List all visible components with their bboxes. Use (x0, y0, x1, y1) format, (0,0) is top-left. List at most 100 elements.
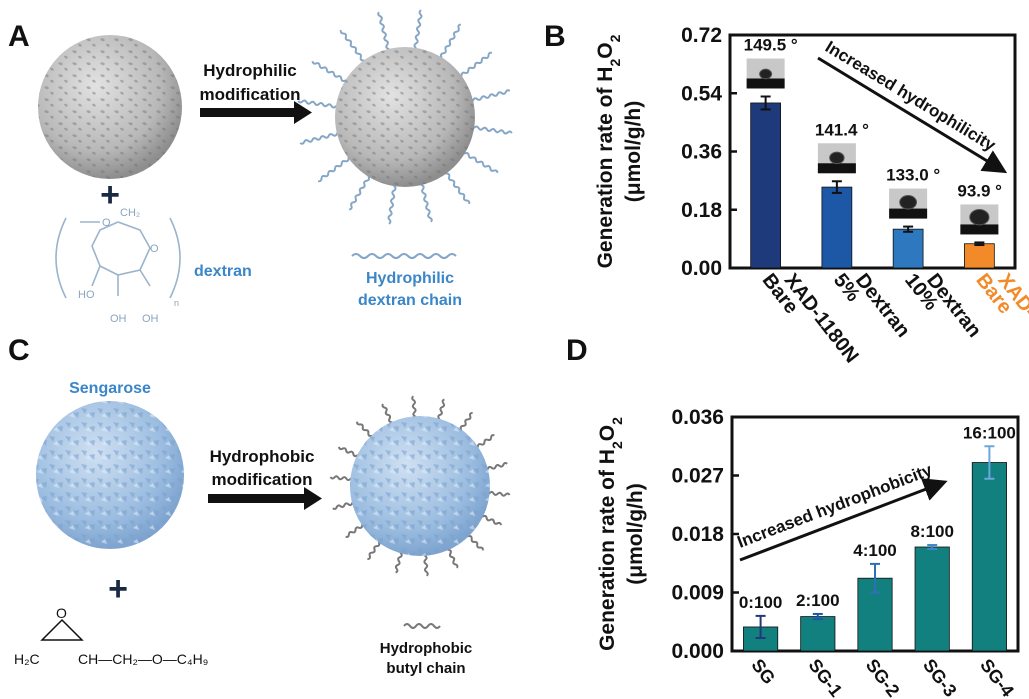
bar (821, 186, 853, 269)
butyl-chain (465, 533, 484, 551)
struct-n-label: n (174, 298, 179, 308)
bare-bead-gray (38, 35, 182, 179)
chain-c-line1: Hydrophobic (380, 640, 473, 657)
plus-icon-c: + (108, 570, 128, 608)
sengarose-label: Sengarose (69, 380, 151, 397)
dextran-chain (457, 51, 493, 79)
trend-arrow (739, 478, 948, 562)
bar (800, 616, 836, 652)
panel-label-c: C (8, 334, 30, 367)
water-droplet (969, 209, 990, 226)
arrow-c-line1: Hydrophobic (210, 447, 315, 466)
dextran-chain (460, 150, 499, 174)
contact-angle-label: 141.4 ° (815, 120, 869, 139)
x-category-label: SG (747, 655, 779, 688)
water-droplet (899, 195, 918, 210)
plus-icon: + (100, 176, 120, 214)
dextran-chain (469, 125, 513, 135)
panel-a: A + O CH₂ O HO OH OH n dextran Hydrophil… (8, 9, 513, 325)
formula-h2c: H₂C (14, 651, 40, 667)
butyl-chain (337, 446, 362, 458)
y-axis-label-part: 2 (607, 59, 623, 67)
contact-angle-label: 133.0 ° (886, 166, 940, 185)
y-axis-label-part: 2 (609, 417, 625, 425)
struct-oh1-label: OH (110, 313, 127, 325)
butyl-chain (437, 398, 446, 424)
chain-a-line1: Hydrophilic (366, 270, 454, 287)
y-tick-label: 0.00 (681, 257, 722, 280)
dextran-chain (438, 23, 462, 62)
dextran-chain (443, 169, 471, 205)
x-category-label: SG-2 (862, 655, 904, 699)
struct-o2-label: O (150, 243, 159, 255)
y-axis-label-part: O (596, 425, 619, 441)
ratio-label: 2:100 (796, 591, 839, 610)
panel-b: B 0.000.180.360.540.72BareXAD-1180N5%Dex… (544, 20, 1029, 367)
y-axis-unit-label: (μmol/g/h) (622, 101, 645, 203)
panel-label-d: D (566, 334, 588, 367)
y-tick-label: 0.009 (671, 582, 724, 605)
ratio-label: 8:100 (910, 522, 953, 541)
droplet-substrate (746, 78, 785, 89)
y-tick-label: 0.36 (681, 141, 722, 164)
y-tick-label: 0.036 (671, 406, 724, 429)
bar (750, 102, 781, 269)
struct-oh2-label: OH (142, 313, 159, 325)
dextran-chain (317, 155, 353, 183)
struct-o-label: O (102, 217, 111, 229)
y-tick-label: 0.54 (681, 82, 722, 105)
chain-a-line2: dextran chain (358, 292, 462, 309)
ratio-label: 4:100 (853, 541, 896, 560)
modified-bead-dextran (297, 9, 513, 225)
ratio-label: 16:100 (963, 423, 1016, 442)
trend-annotation: Increased hydrophobicity (735, 460, 936, 552)
dextran-chain (413, 9, 423, 53)
bar (971, 462, 1007, 652)
ratio-label: 0:100 (739, 593, 782, 612)
y-axis-label-part: Generation rate of H (594, 67, 617, 269)
droplet-substrate (817, 163, 856, 174)
water-droplet (759, 68, 773, 80)
y-tick-label: 0.000 (671, 640, 724, 663)
bare-bead-blue (36, 401, 184, 549)
dextran-chain (311, 60, 350, 84)
panel-c: C Sengarose + O H₂C CH—CH₂—O—C₄H₉ Hydrop… (8, 334, 511, 677)
arrow-c (208, 487, 322, 510)
butyl-chain (484, 490, 511, 497)
dextran-chain (299, 131, 342, 145)
arrow-c-line2: modification (211, 470, 312, 489)
x-category-label: SG-1 (805, 655, 847, 699)
panel-label-b: B (544, 20, 566, 53)
butyl-chain-legend (403, 623, 441, 629)
dextran-structure (55, 217, 181, 299)
modified-bead-butyl (329, 395, 511, 577)
x-category-label: SG-3 (919, 655, 961, 699)
arrow-a (200, 101, 312, 124)
dextran-chain (339, 29, 367, 65)
bar (964, 243, 995, 269)
formula-rest: CH—CH₂—O—C₄H₉ (78, 651, 208, 667)
y-tick-label: 0.18 (681, 199, 722, 222)
contact-angle-label: 93.9 ° (957, 181, 1002, 200)
y-axis-label-part: 2 (607, 34, 623, 42)
y-axis-label: Generation rate of H2O2 (596, 417, 625, 651)
droplet-substrate (960, 224, 999, 235)
contact-angle-label: 149.5 ° (744, 35, 798, 54)
chain-c-line2: butyl chain (386, 660, 465, 677)
y-axis-label-part: 2 (609, 441, 625, 449)
struct-ch2-label: CH₂ (120, 207, 140, 219)
y-axis-label: Generation rate of H2O2 (594, 34, 623, 268)
chart-d: 0.000 0.009 0.018 0.027 0.036 SG SG-1 SG-2 SG-3 S… (596, 406, 1020, 699)
panel-d: D 0.000 0.009 0.018 0.027 0.036 SG SG-1 SG-2 SG-… (566, 334, 1020, 699)
trend-arrow (817, 56, 1008, 174)
bar (892, 228, 924, 269)
water-droplet (829, 151, 845, 165)
epoxide-structure: O H₂C CH—CH₂—O—C₄H₉ (14, 605, 208, 667)
dextran-chain (297, 99, 341, 109)
butyl-chain (394, 548, 403, 574)
struct-ho-label: HO (78, 289, 95, 301)
arrow-a-line1: Hydrophilic (203, 61, 297, 80)
arrow-a-line2: modification (199, 85, 300, 104)
y-axis-label-part: Generation rate of H (596, 449, 619, 651)
